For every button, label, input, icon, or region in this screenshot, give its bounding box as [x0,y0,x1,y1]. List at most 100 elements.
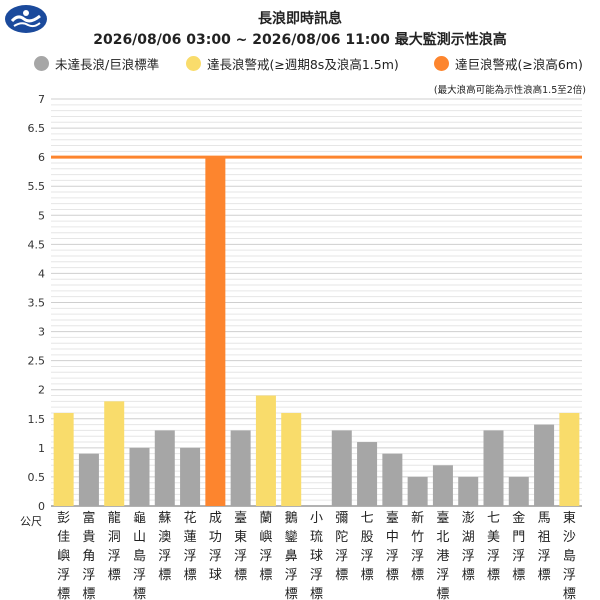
x-tick-label: 角 [82,549,95,564]
bar [230,430,251,506]
x-tick-label: 浮 [234,549,247,564]
x-tick-label: 浮 [133,568,146,583]
x-tick-label: 湖 [462,530,475,545]
bar [154,430,175,506]
x-tick-label: 竹 [411,530,424,545]
x-tick-label: 浮 [259,549,272,564]
bar [534,424,555,506]
y-tick-label: 2 [38,384,45,397]
bar [53,412,74,506]
x-tick-label: 新 [411,510,424,526]
x-tick-label: 浮 [386,549,399,564]
x-tick-label: 浮 [436,568,449,583]
x-tick-label: 標 [57,587,70,600]
x-tick-label: 蓮 [184,530,197,545]
bar [180,447,201,506]
x-tick-label: 北 [436,530,449,545]
x-tick-label: 澳 [158,529,171,545]
x-tick-label: 臺 [436,511,449,526]
y-tick-label: 2.5 [28,355,46,368]
x-tick-label: 龜 [133,511,146,526]
legend-label-warn: 達長浪警戒(≥週期8s及浪高1.5m) [207,56,399,72]
x-tick-label: 標 [436,587,449,600]
x-tick-label: 成 [209,511,222,526]
legend-marker-warn [186,55,201,71]
legend-label-huge: 達巨浪警戒(≥浪高6m) [455,56,583,72]
x-tick-label: 標 [158,568,171,583]
x-tick-label: 標 [462,568,475,583]
x-tick-label: 臺 [234,511,247,526]
legend-label-normal: 未達長浪/巨浪標準 [55,56,160,72]
x-tick-label: 浮 [487,549,500,564]
x-tick-label: 七 [487,511,500,526]
x-tick-label: 臺 [386,511,399,526]
x-tick-label: 小 [310,511,323,526]
y-tick-label: 7 [38,93,45,106]
x-tick-label: 浮 [285,568,298,583]
bar [432,465,453,506]
x-tick-label: 澎 [462,511,475,526]
bar [78,453,99,506]
legend-marker-huge [434,55,449,71]
bar [508,476,529,506]
x-tick-label: 浮 [538,549,551,564]
bar [255,395,276,506]
bar [205,157,226,506]
x-tick-label: 山 [133,530,146,545]
bar [281,412,302,506]
x-tick-label: 標 [361,568,374,583]
x-tick-label: 島 [563,549,576,564]
x-tick-label: 標 [310,587,323,600]
x-tick-label: 浮 [158,549,171,564]
x-tick-label: 鑾 [285,530,298,545]
x-tick-label: 浮 [108,549,121,564]
x-tick-label: 東 [563,510,576,526]
x-tick-label: 祖 [538,530,551,545]
x-tick-label: 嶼 [259,530,272,545]
x-tick-label: 標 [82,587,95,600]
x-tick-label: 琉 [310,530,323,545]
x-tick-label: 浮 [361,549,374,564]
x-tick-label: 富 [82,510,95,526]
y-tick-label: 4 [38,267,45,280]
x-tick-label: 洞 [108,530,121,545]
chart-note: (最大浪高可能為示性浪高1.5至2倍) [433,85,586,96]
cwa-logo-icon [4,4,48,34]
x-tick-label: 標 [538,568,551,583]
x-tick-label: 中 [386,530,399,545]
x-tick-label: 蘭 [259,510,272,526]
x-tick-label: 球 [209,568,222,583]
x-tick-label: 浮 [411,549,424,564]
x-tick-label: 標 [335,568,348,583]
x-tick-label: 美 [487,530,500,545]
bar [129,447,150,506]
bar [104,401,125,506]
bar [382,453,403,506]
y-tick-label: 3.5 [28,297,46,310]
x-tick-label: 浮 [57,568,70,583]
x-tick-label: 門 [512,530,525,545]
x-tick-label: 嶼 [57,549,70,564]
x-tick-label: 浮 [512,549,525,564]
y-tick-label: 0 [38,500,45,513]
x-tick-label: 浮 [335,549,348,564]
x-tick-label: 陀 [335,529,348,545]
legend-item-warn: 達長浪警戒(≥週期8s及浪高1.5m) [186,52,399,74]
x-tick-label: 標 [563,587,576,600]
x-tick-label: 浮 [310,568,323,583]
x-tick-label: 沙 [563,530,576,545]
x-tick-label: 浮 [462,549,475,564]
x-tick-label: 浮 [184,549,197,564]
y-tick-label: 5 [38,209,45,222]
x-tick-label: 標 [108,568,121,583]
x-tick-label: 標 [234,568,247,583]
x-tick-label: 花 [184,510,197,526]
bar [483,430,504,506]
legend-item-normal: 未達長浪/巨浪標準 [34,52,159,74]
x-tick-label: 標 [184,568,197,583]
chart-legend: 未達長浪/巨浪標準 達長浪警戒(≥週期8s及浪高1.5m) 達巨浪警戒(≥浪高6… [0,52,600,74]
chart-title: 長浪即時訊息 [258,11,342,27]
x-tick-label: 功 [209,530,222,545]
y-tick-label: 6 [38,151,45,164]
y-axis-label: 公尺 [20,515,42,528]
